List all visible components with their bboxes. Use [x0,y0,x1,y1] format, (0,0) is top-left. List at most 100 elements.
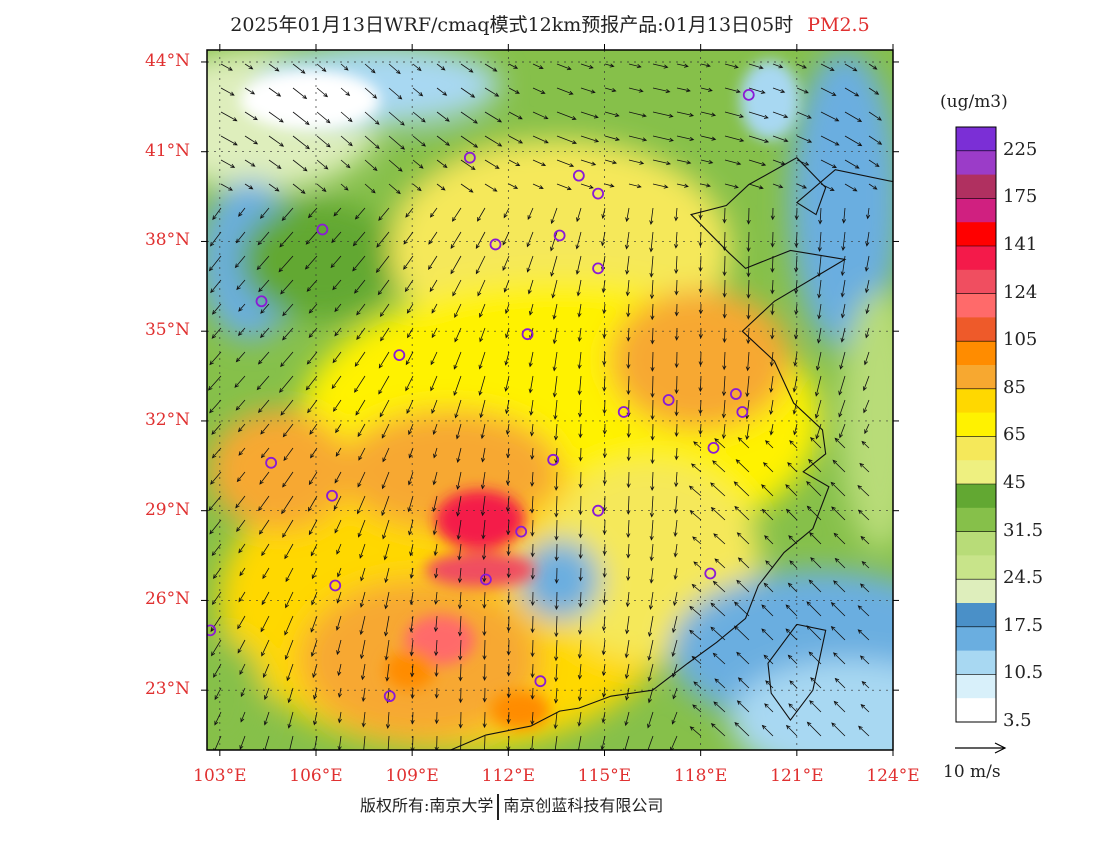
wind-arrow [552,351,558,372]
wind-arrow [410,663,415,678]
wind-arrow [722,207,727,224]
colorbar-label: 85 [1003,376,1026,398]
wind-arrow [309,423,318,435]
wind-arrow [554,591,559,611]
reference-vector [955,742,1007,754]
wind-arrow [628,111,647,118]
wind-arrow [214,687,222,701]
wind-arrow [336,591,342,604]
wind-arrow [364,159,378,172]
wind-arrow [431,399,438,414]
wind-arrow [235,351,246,363]
wind-arrow [258,279,270,293]
station-marker [463,151,476,164]
colorbar-units: (ug/m3) [940,92,1008,112]
wind-arrow [868,159,880,168]
concentration-field [207,50,893,750]
wind-arrow [628,135,648,142]
wind-arrow [526,255,534,273]
wind-arrow [551,279,558,299]
wind-arrow [279,375,294,393]
wind-arrow [857,605,870,617]
wind-arrow [844,159,860,169]
wind-arrow [412,111,426,123]
wind-arrow [478,375,486,396]
wind-arrow [260,303,270,314]
wind-arrow [735,459,750,473]
wind-arrow [863,399,870,414]
wind-arrow [409,591,414,606]
wind-arrow [710,626,726,641]
wind-arrow [235,399,246,411]
wind-arrow [208,495,222,511]
wind-arrow [220,159,236,168]
wind-arrow [576,207,582,223]
wind-arrow [504,303,510,315]
wind-arrow [530,639,535,658]
wind-arrow [806,480,822,497]
colorbar-segment [956,436,996,461]
wind-arrow [602,447,607,459]
wind-arrow [210,615,222,632]
wind-arrow [530,519,535,537]
wind-arrow [746,327,751,345]
wind-arrow [502,255,510,271]
wind-arrow [505,423,510,436]
wind-arrow [260,615,270,633]
wind-arrow [530,591,535,607]
wind-arrow [698,231,703,247]
wind-arrow [436,183,446,191]
wind-arrow [820,135,840,146]
wind-arrow [457,591,463,610]
wind-arrow [578,471,583,489]
station-marker [707,441,720,454]
wind-arrow [746,279,751,299]
wind-arrow [748,159,767,167]
wind-arrow [554,471,559,491]
lon-label: 109°E [385,766,439,786]
wind-arrow [648,591,654,610]
wind-arrow [601,639,606,656]
wind-arrow [806,625,822,641]
station-marker [515,525,528,538]
wind-arrow [772,135,789,143]
wind-arrow [698,255,703,273]
wind-arrow [769,375,774,393]
wind-arrow [580,183,594,189]
wind-arrow [436,135,450,146]
wind-arrow [456,447,462,464]
wind-arrow [282,519,294,538]
colorbar-segment [956,460,996,485]
wind-arrow [359,543,366,559]
wind-arrow [307,207,318,219]
wind-arrow [458,711,463,729]
wind-arrow [868,87,880,95]
wind-arrow [387,735,390,750]
wind-arrow [364,63,376,74]
wind-arrow [861,680,870,689]
wind-arrow [385,711,391,729]
wind-arrow [556,159,575,167]
wind-arrow [340,183,349,191]
station-marker [329,579,342,592]
wind-arrow [364,111,380,125]
wind-arrow [700,135,717,141]
wind-arrow [332,351,342,364]
wind-arrow [334,519,342,534]
wind-arrow [356,327,366,340]
wind-arrow [532,183,544,190]
wind-arrow [789,560,798,569]
wind-arrow [745,375,750,398]
wind-arrow [528,375,534,394]
product-label: PM2.5 [807,14,870,36]
colorbar-label: 65 [1003,424,1026,446]
station-marker [730,388,742,400]
wind-arrow [211,543,222,557]
wind-arrow [532,111,549,120]
wind-arrow [808,458,822,473]
wind-arrow [577,351,582,370]
wind-arrow [712,460,726,473]
wind-arrow [450,255,462,275]
wind-arrow [354,207,366,220]
station-marker [592,262,604,275]
